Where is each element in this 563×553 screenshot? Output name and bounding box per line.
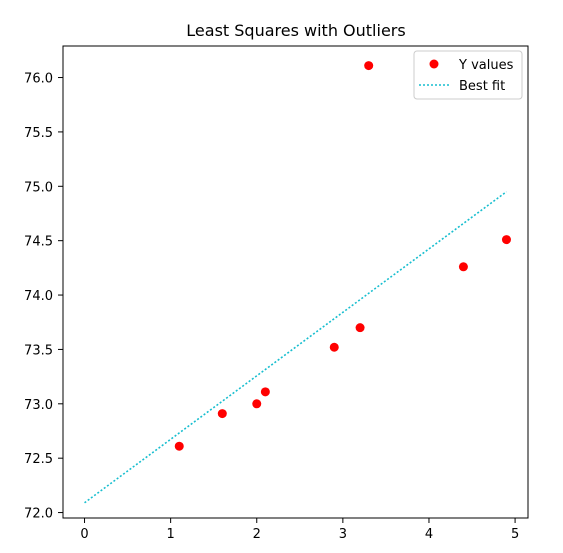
legend-label-y-values: Y values bbox=[458, 58, 514, 73]
data-point bbox=[329, 342, 339, 352]
best-fit-line bbox=[84, 191, 507, 504]
data-point bbox=[364, 61, 374, 71]
x-tick-label: 4 bbox=[425, 527, 433, 542]
y-tick-label: 75.5 bbox=[24, 126, 53, 141]
y-tick-label: 74.5 bbox=[24, 235, 53, 250]
x-tick-label: 0 bbox=[80, 527, 88, 542]
x-tick-label: 5 bbox=[511, 527, 519, 542]
y-tick-label: 72.5 bbox=[24, 452, 53, 467]
data-point bbox=[501, 235, 511, 245]
data-point bbox=[252, 399, 262, 409]
y-tick-label: 73.0 bbox=[24, 398, 53, 413]
x-tick-label: 3 bbox=[339, 527, 347, 542]
x-tick-label: 2 bbox=[253, 527, 261, 542]
y-tick-label: 74.0 bbox=[24, 289, 53, 304]
x-axis: 0 1 2 3 4 5 bbox=[80, 518, 519, 542]
y-tick-label: 73.5 bbox=[24, 343, 53, 358]
x-tick-label: 1 bbox=[166, 527, 174, 542]
legend-label-best-fit: Best fit bbox=[459, 79, 505, 94]
chart-title: Least Squares with Outliers bbox=[186, 21, 405, 40]
data-point bbox=[217, 409, 227, 419]
legend-marker-y-values bbox=[429, 59, 439, 69]
data-point bbox=[174, 441, 184, 451]
legend-box bbox=[413, 50, 523, 100]
y-tick-label: 75.0 bbox=[24, 180, 53, 195]
data-point bbox=[458, 262, 468, 272]
series-layer bbox=[84, 61, 511, 504]
y-tick-label: 76.0 bbox=[24, 72, 53, 87]
data-point bbox=[355, 323, 365, 333]
y-axis: 72.0 72.5 73.0 73.5 74.0 74.5 75.0 75.5 76.0 bbox=[24, 72, 63, 522]
data-point bbox=[260, 387, 270, 397]
plot-frame bbox=[62, 45, 529, 519]
legend: Y values Best fit bbox=[413, 50, 523, 100]
y-tick-label: 72.0 bbox=[24, 507, 53, 522]
